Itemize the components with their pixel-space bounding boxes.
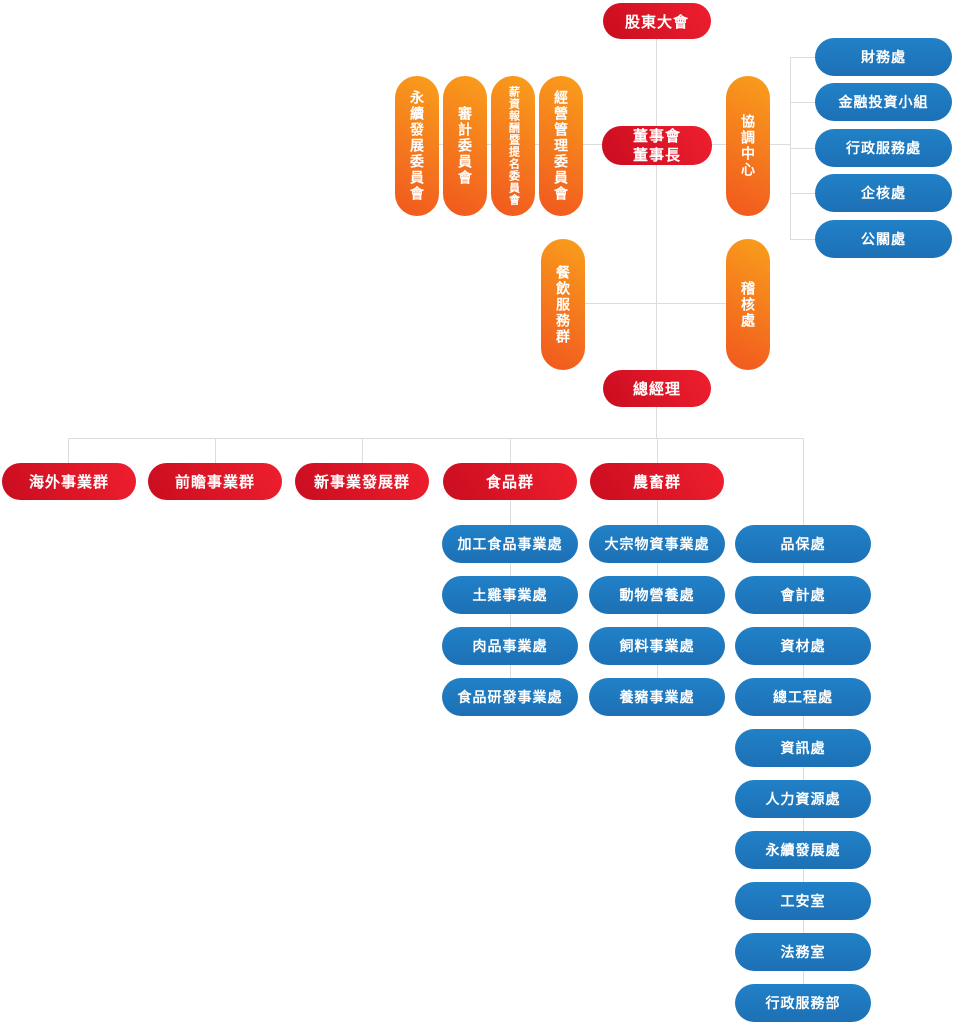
connector-mid-row — [563, 303, 748, 304]
node-committee-management: 經營管理委員會 — [539, 76, 583, 216]
node-board-chairman: 董事會 董事長 — [602, 126, 712, 165]
connector-agri-column — [657, 438, 658, 697]
node-coordination-center: 協調中心 — [726, 76, 770, 216]
node-industrial-safety-office: 工安室 — [735, 882, 871, 920]
connector-distribution-row — [68, 438, 803, 439]
node-forward-business-group: 前瞻事業群 — [148, 463, 282, 500]
node-committee-audit: 審計委員會 — [443, 76, 487, 216]
node-food-rd-division: 食品研發事業處 — [442, 678, 578, 716]
board-chairman-label: 董事會 董事長 — [632, 127, 681, 164]
node-bulk-materials-division: 大宗物資事業處 — [589, 525, 725, 563]
connector-stub-new-business — [362, 438, 363, 463]
node-agri-livestock-group: 農畜群 — [590, 463, 724, 500]
node-hr-division: 人力資源處 — [735, 780, 871, 818]
node-food-group: 食品群 — [443, 463, 577, 500]
connector-main-vertical — [656, 38, 657, 438]
node-shareholders-meeting: 股東大會 — [603, 3, 711, 39]
connector-stub-financial-investment — [790, 102, 816, 103]
node-feed-division: 飼料事業處 — [589, 627, 725, 665]
node-committee-compensation-nomination: 薪資報酬暨提名委員會 — [491, 76, 535, 216]
node-meat-division: 肉品事業處 — [442, 627, 578, 665]
connector-stub-public-relations — [790, 239, 816, 240]
node-admin-services-division: 行政服務處 — [815, 129, 952, 167]
node-animal-nutrition-division: 動物營養處 — [589, 576, 725, 614]
node-sustainability-division: 永續發展處 — [735, 831, 871, 869]
connector-stub-corporate-audit — [790, 193, 816, 194]
node-processed-food-division: 加工食品事業處 — [442, 525, 578, 563]
connector-stub-forward — [215, 438, 216, 463]
node-admin-services-dept: 行政服務部 — [735, 984, 871, 1022]
node-finance-division: 財務處 — [815, 38, 952, 76]
node-financial-investment-team: 金融投資小組 — [815, 83, 952, 121]
node-native-chicken-division: 土雞事業處 — [442, 576, 578, 614]
node-hog-raising-division: 養豬事業處 — [589, 678, 725, 716]
node-corporate-audit-division: 企核處 — [815, 174, 952, 212]
node-catering-services-group: 餐飲服務群 — [541, 239, 585, 370]
node-public-relations-division: 公關處 — [815, 220, 952, 258]
connector-food-column — [510, 438, 511, 697]
node-audit-office: 稽核處 — [726, 239, 770, 370]
node-materials-division: 資材處 — [735, 627, 871, 665]
node-legal-office: 法務室 — [735, 933, 871, 971]
connector-stub-finance — [790, 57, 816, 58]
connector-stub-overseas — [68, 438, 69, 463]
node-president: 總經理 — [603, 370, 711, 407]
node-quality-assurance-division: 品保處 — [735, 525, 871, 563]
connector-stub-admin-services — [790, 148, 816, 149]
node-accounting-division: 會計處 — [735, 576, 871, 614]
connector-hq-column — [803, 438, 804, 1003]
node-new-business-development-group: 新事業發展群 — [295, 463, 429, 500]
node-chief-engineering-division: 總工程處 — [735, 678, 871, 716]
node-overseas-business-group: 海外事業群 — [2, 463, 136, 500]
node-committee-sustainability: 永續發展委員會 — [395, 76, 439, 216]
node-it-division: 資訊處 — [735, 729, 871, 767]
